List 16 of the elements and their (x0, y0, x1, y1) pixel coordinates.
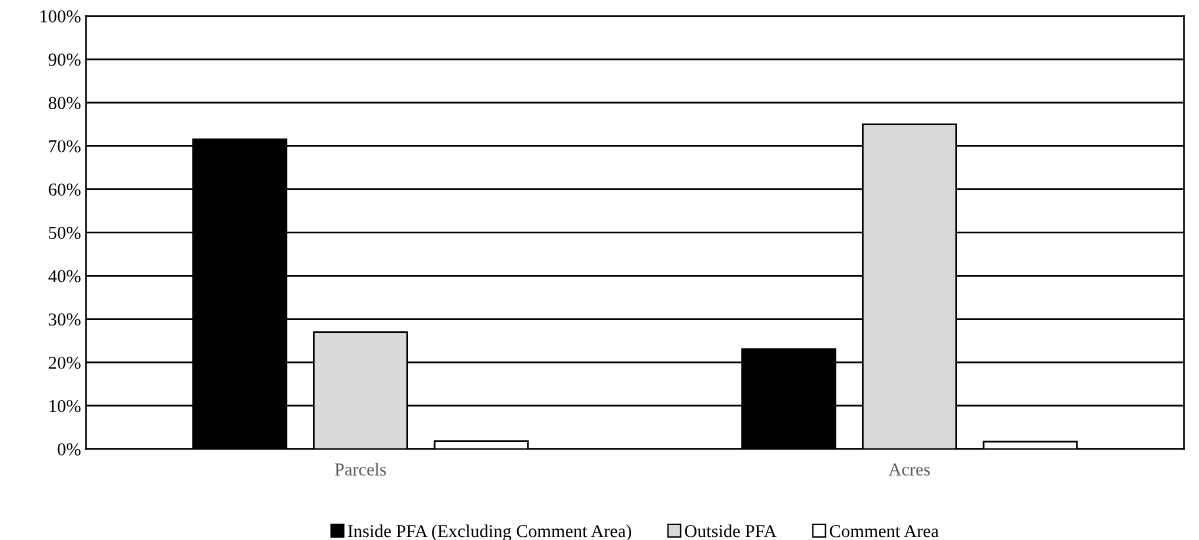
y-tick-label: 50% (49, 226, 81, 239)
y-tick-label: 0% (57, 443, 81, 456)
legend-label: Outside PFA (684, 524, 777, 538)
y-tick-label: 30% (48, 313, 81, 326)
y-tick-label: 10% (49, 399, 81, 413)
y-tick-label: 60% (48, 183, 81, 196)
y-tick-label: 100% (40, 10, 81, 23)
x-tick-label: Parcels (334, 462, 386, 476)
y-tick-label: 70% (49, 140, 81, 153)
y-tick-label: 90% (48, 53, 81, 66)
legend-label: Inside PFA (Excluding Comment Area) (348, 524, 632, 540)
y-tick-label: 80% (48, 96, 81, 110)
legend-label: Comment Area (829, 525, 939, 538)
x-tick-label: Acres (888, 463, 930, 476)
y-tick-label: 20% (48, 356, 81, 369)
y-tick-label: 40% (48, 270, 81, 283)
